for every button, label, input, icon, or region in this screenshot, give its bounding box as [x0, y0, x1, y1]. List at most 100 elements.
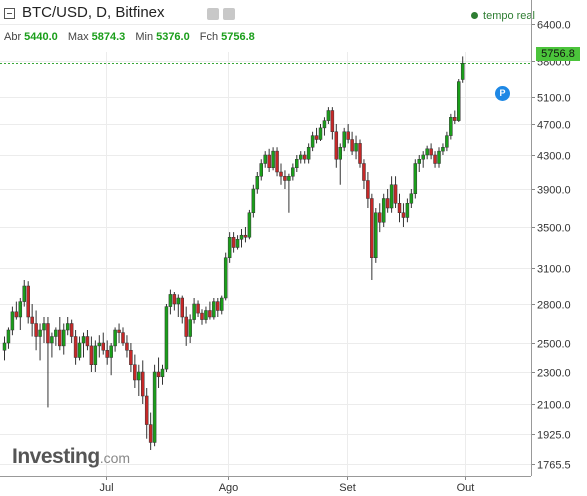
- candle-body: [6, 329, 11, 344]
- candle-body: [184, 316, 188, 337]
- candle-body: [346, 131, 350, 140]
- y-tick-label: 3100.0: [537, 264, 571, 276]
- expand-icon[interactable]: [223, 8, 235, 20]
- candle-body: [156, 371, 161, 378]
- y-tick-label: 2100.0: [537, 400, 571, 412]
- candle-body: [204, 310, 208, 320]
- candle-body: [397, 203, 402, 213]
- candle-body: [109, 345, 113, 358]
- candle-body: [350, 139, 354, 152]
- y-tick-label: 1925.0: [537, 430, 571, 442]
- candle-body: [18, 301, 23, 318]
- ohlc-close-key: Fch: [199, 31, 219, 43]
- candle-body: [227, 237, 232, 258]
- candle-body: [46, 323, 50, 344]
- live-label: tempo real: [483, 10, 535, 22]
- candle-body: [105, 350, 109, 358]
- candle-body: [216, 301, 220, 311]
- candle-body: [374, 212, 378, 258]
- y-tick-label: 1765.5: [537, 460, 571, 472]
- candle-body: [164, 306, 169, 370]
- candle-body: [338, 147, 342, 160]
- candle-body: [310, 135, 315, 148]
- candle-body: [326, 110, 331, 121]
- candle-body: [231, 237, 236, 248]
- y-tick-label: 5100.0: [537, 93, 571, 105]
- chart-title: BTC/USD, D, Bitfinex: [22, 4, 165, 21]
- candle-body: [176, 297, 181, 305]
- candle-body: [362, 163, 366, 181]
- chart-header: BTC/USD, D, Bitfinex tempo real Abr 5440.…: [0, 0, 587, 50]
- candle-body: [425, 148, 429, 156]
- candle-body: [271, 150, 275, 168]
- candle-body: [453, 117, 457, 121]
- candle-body: [125, 342, 129, 351]
- candle-body: [437, 150, 441, 164]
- candle-body: [113, 329, 117, 347]
- candle-body: [133, 364, 137, 381]
- candle-body: [370, 198, 374, 258]
- candle-body: [429, 148, 433, 156]
- candle-body: [22, 285, 26, 302]
- candle-body: [188, 319, 192, 337]
- candle-body: [65, 323, 70, 331]
- candle-body: [101, 342, 105, 351]
- candle-body: [460, 62, 465, 80]
- candle-body: [342, 131, 346, 148]
- y-tick-label: 6400.0: [537, 20, 571, 32]
- candle-body: [239, 234, 244, 240]
- candle-body: [385, 198, 390, 209]
- candle-body: [34, 323, 38, 337]
- logo-word: Investing: [12, 445, 100, 468]
- candle-body: [299, 154, 303, 160]
- candles: [2, 56, 465, 450]
- candle-body: [421, 154, 425, 160]
- candle-body: [401, 212, 406, 218]
- candle-body: [192, 303, 196, 320]
- investing-logo: Investing.com: [12, 445, 130, 469]
- candle-body: [121, 332, 125, 344]
- p-marker-badge[interactable]: P: [495, 86, 510, 101]
- y-tick-label: 4700.0: [537, 120, 571, 132]
- candle-body: [235, 239, 240, 248]
- logo-suffix: .com: [99, 450, 131, 466]
- candle-body: [389, 184, 394, 209]
- candle-body: [81, 336, 86, 344]
- candle-body: [77, 342, 82, 358]
- ohlc-readout: Abr 5440.0 Max 5874.3 Min 5376.0 Fch 5756.8: [4, 31, 262, 43]
- candle-body: [2, 342, 7, 351]
- candle-body: [318, 127, 323, 140]
- y-tick-label: 4300.0: [537, 151, 571, 163]
- candle-body: [93, 345, 98, 365]
- candle-body: [302, 154, 307, 160]
- ohlc-low-key: Min: [135, 31, 154, 43]
- candle-body: [393, 184, 398, 204]
- candle-body: [137, 371, 141, 381]
- candle-body: [251, 188, 256, 213]
- candle-body: [247, 212, 252, 238]
- candle-body: [89, 345, 94, 365]
- candle-body: [263, 154, 267, 164]
- candle-body: [10, 311, 15, 331]
- grid-lines: [0, 24, 531, 476]
- candle-body: [306, 147, 311, 160]
- candle-body: [172, 294, 177, 305]
- candle-body: [441, 147, 445, 152]
- collapse-icon[interactable]: [4, 8, 15, 19]
- candle-body: [243, 234, 248, 238]
- candle-body: [255, 176, 260, 190]
- y-tick-label: 3900.0: [537, 185, 571, 197]
- settings-icon[interactable]: [207, 8, 219, 20]
- candle-body: [144, 395, 149, 425]
- candle-body: [322, 120, 327, 129]
- x-tick-label: Jul: [99, 482, 113, 494]
- candle-body: [275, 150, 279, 173]
- candle-body: [97, 342, 102, 347]
- candle-body: [62, 329, 66, 347]
- live-dot-icon: [471, 12, 479, 19]
- candle-body: [283, 176, 287, 181]
- candle-body: [445, 135, 449, 148]
- candle-body: [417, 159, 421, 164]
- candle-body: [58, 329, 62, 347]
